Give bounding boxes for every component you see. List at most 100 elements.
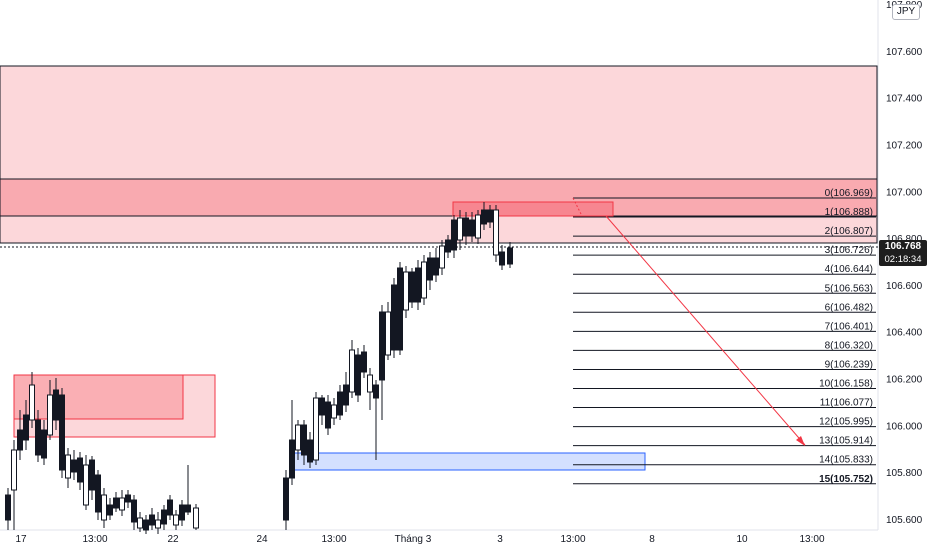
candle-body[interactable] bbox=[355, 354, 361, 396]
candle-body[interactable] bbox=[373, 384, 379, 399]
candle-body[interactable] bbox=[143, 519, 149, 531]
time-axis-label: Tháng 3 bbox=[395, 534, 432, 545]
candle-body[interactable] bbox=[325, 401, 331, 429]
candle-body[interactable] bbox=[349, 349, 355, 393]
candle-body[interactable] bbox=[481, 209, 487, 225]
candle-body[interactable] bbox=[17, 429, 23, 451]
candle-body[interactable] bbox=[421, 261, 427, 299]
fib-level-label: 13(105.914) bbox=[819, 436, 873, 447]
time-axis-label: 10 bbox=[736, 534, 748, 545]
candle-body[interactable] bbox=[11, 449, 17, 491]
candle-body[interactable] bbox=[89, 459, 95, 491]
candle-body[interactable] bbox=[433, 257, 439, 276]
candle-body[interactable] bbox=[161, 509, 167, 525]
supply-zone-left-inner[interactable] bbox=[13, 374, 184, 420]
candle-body[interactable] bbox=[487, 209, 493, 223]
candle-body[interactable] bbox=[427, 257, 433, 281]
candle-body[interactable] bbox=[83, 464, 89, 506]
candle-body[interactable] bbox=[41, 429, 47, 459]
time-axis-label: 3 bbox=[497, 534, 503, 545]
fib-level-label: 9(106.239) bbox=[825, 359, 873, 370]
candle-body[interactable] bbox=[445, 239, 451, 253]
bar-countdown: 02:18:34 bbox=[884, 254, 922, 265]
candle-body[interactable] bbox=[499, 251, 505, 266]
candle-body[interactable] bbox=[119, 497, 125, 511]
candle-body[interactable] bbox=[65, 454, 71, 479]
fib-trend-line bbox=[572, 197, 582, 215]
order-block-box[interactable] bbox=[452, 201, 614, 217]
time-axis-label: 8 bbox=[649, 534, 655, 545]
candle-body[interactable] bbox=[337, 391, 343, 416]
candle-body[interactable] bbox=[409, 271, 415, 303]
candle-body[interactable] bbox=[155, 519, 161, 529]
candle-body[interactable] bbox=[47, 394, 53, 436]
price-axis-label: 107.200 bbox=[886, 140, 923, 151]
candle-body[interactable] bbox=[53, 389, 59, 421]
candle-body[interactable] bbox=[475, 214, 481, 239]
fib-level-label: 10(106.158) bbox=[819, 379, 873, 390]
candle-body[interactable] bbox=[193, 507, 199, 529]
currency-label[interactable]: JPY bbox=[892, 4, 920, 20]
candle-body[interactable] bbox=[107, 504, 113, 516]
candle-body[interactable] bbox=[361, 351, 367, 373]
candle-body[interactable] bbox=[493, 209, 499, 256]
price-axis-label: 105.600 bbox=[886, 515, 923, 526]
time-axis-label: 22 bbox=[167, 534, 179, 545]
candle-body[interactable] bbox=[167, 499, 173, 516]
candle-body[interactable] bbox=[295, 424, 301, 451]
candle-body[interactable] bbox=[451, 219, 457, 251]
candle-body[interactable] bbox=[283, 477, 289, 521]
candle-body[interactable] bbox=[185, 504, 191, 513]
candle-body[interactable] bbox=[101, 494, 107, 521]
candle-body[interactable] bbox=[391, 284, 397, 351]
fib-level-label: 3(106.726) bbox=[825, 245, 873, 256]
candle-body[interactable] bbox=[319, 397, 325, 416]
candle-body[interactable] bbox=[469, 219, 475, 237]
candle-body[interactable] bbox=[113, 497, 119, 509]
candle-body[interactable] bbox=[149, 514, 155, 526]
fib-level-label: 2(106.807) bbox=[825, 226, 873, 237]
supply-zone[interactable] bbox=[0, 65, 878, 244]
candle-body[interactable] bbox=[331, 404, 337, 419]
candle-body[interactable] bbox=[379, 311, 385, 381]
candle-body[interactable] bbox=[59, 394, 65, 471]
projection-arrow-line[interactable] bbox=[605, 215, 806, 446]
candle-body[interactable] bbox=[313, 397, 319, 461]
price-axis-label: 106.200 bbox=[886, 375, 923, 386]
candle-body[interactable] bbox=[35, 419, 41, 456]
candle-body[interactable] bbox=[397, 267, 403, 351]
candle-body[interactable] bbox=[125, 494, 131, 503]
candle-body[interactable] bbox=[71, 459, 77, 473]
candle-body[interactable] bbox=[95, 474, 101, 513]
demand-zone[interactable] bbox=[292, 452, 646, 471]
candle-body[interactable] bbox=[457, 217, 463, 241]
candle-body[interactable] bbox=[307, 439, 313, 463]
candle-body[interactable] bbox=[289, 439, 295, 479]
candle-body[interactable] bbox=[385, 311, 391, 356]
candle-body[interactable] bbox=[403, 271, 409, 311]
candle-body[interactable] bbox=[179, 504, 185, 521]
fib-level-label: 15(105.752) bbox=[819, 474, 873, 485]
candle-body[interactable] bbox=[463, 217, 469, 237]
fib-level-label: 1(106.888) bbox=[825, 207, 873, 218]
price-axis-label: 105.800 bbox=[886, 468, 923, 479]
candle-body[interactable] bbox=[29, 384, 35, 421]
candle-body[interactable] bbox=[439, 245, 445, 269]
candle-body[interactable] bbox=[301, 424, 307, 456]
fib-level-label: 6(106.482) bbox=[825, 302, 873, 313]
candle-body[interactable] bbox=[23, 414, 29, 441]
time-axis-label: 13:00 bbox=[321, 534, 346, 545]
candle-body[interactable] bbox=[131, 499, 137, 523]
candle-body[interactable] bbox=[173, 514, 179, 526]
candle-body[interactable] bbox=[343, 384, 349, 406]
candle-body[interactable] bbox=[507, 247, 513, 265]
candle-body[interactable] bbox=[415, 267, 421, 303]
candle-body[interactable] bbox=[367, 374, 373, 393]
fib-level-label: 0(106.969) bbox=[825, 188, 873, 199]
candle-body[interactable] bbox=[5, 494, 11, 521]
time-axis-label: 13:00 bbox=[560, 534, 585, 545]
candle-body[interactable] bbox=[77, 457, 83, 483]
candle-body[interactable] bbox=[137, 517, 143, 529]
price-axis-label: 107.400 bbox=[886, 94, 923, 105]
